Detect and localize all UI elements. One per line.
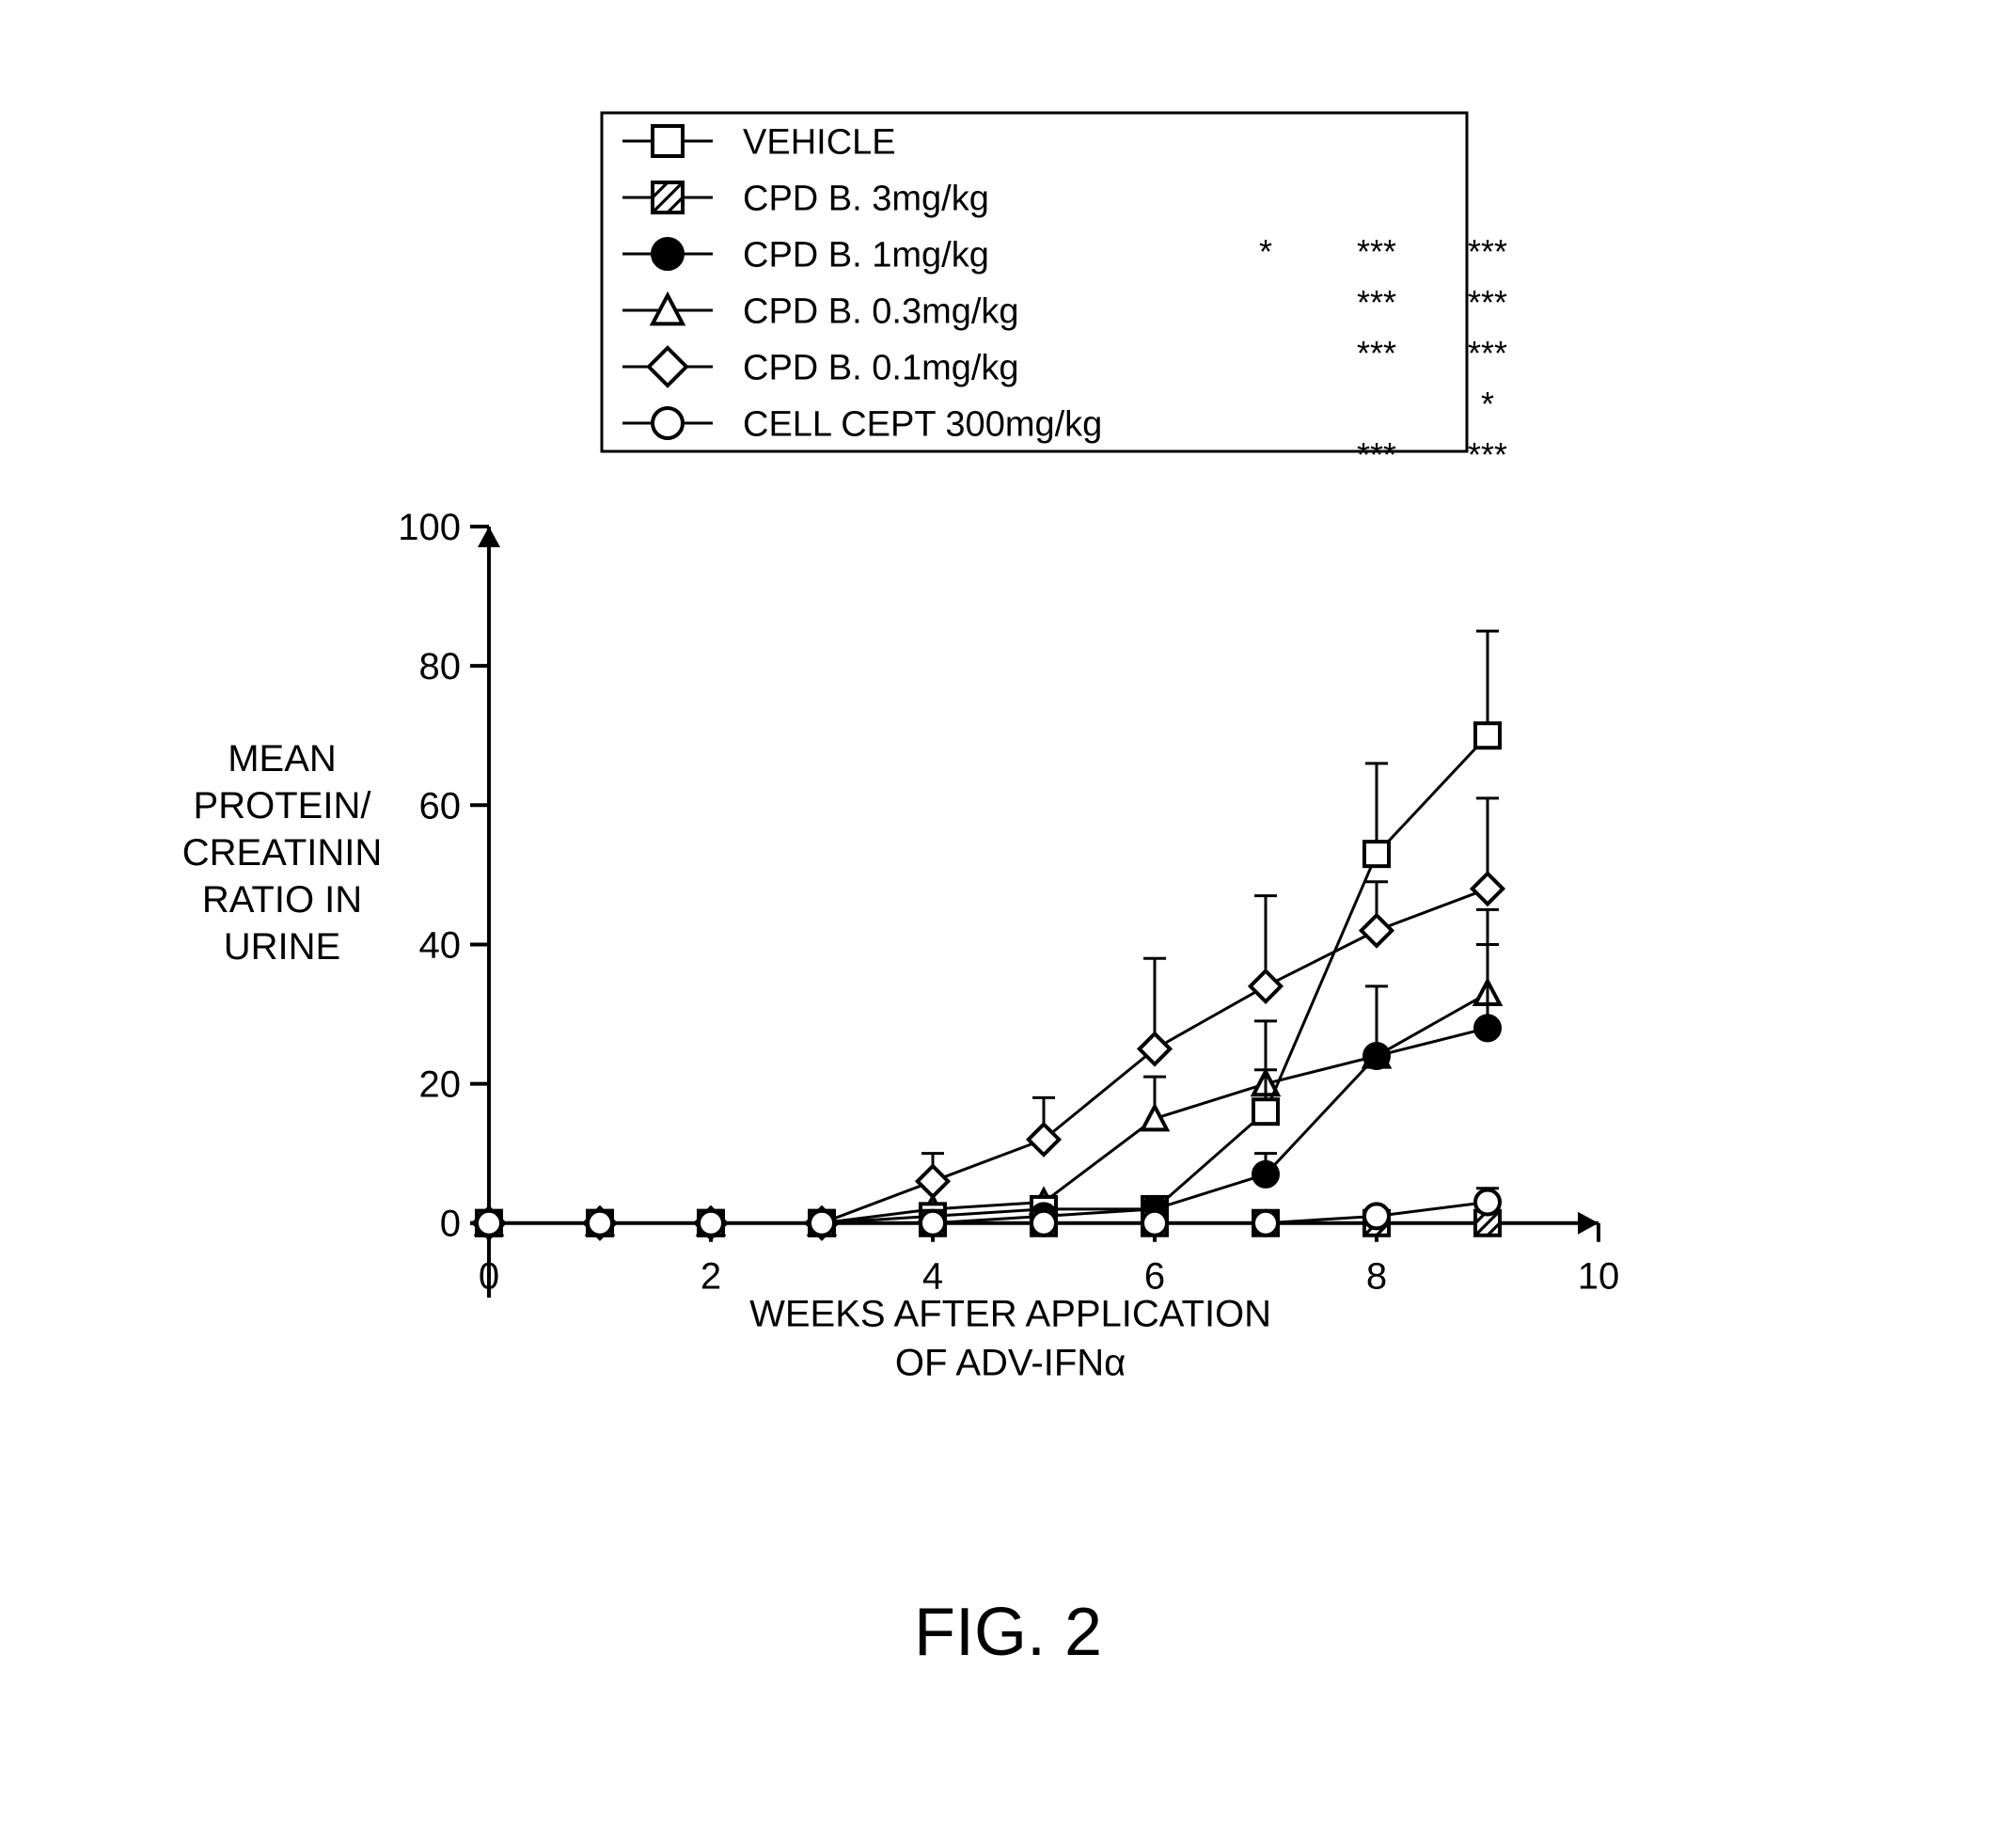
- x-axis-label-line: OF ADV-IFNα: [895, 1343, 1126, 1384]
- y-tick-label: 20: [419, 1064, 462, 1106]
- marker-cellcept: [1032, 1211, 1056, 1236]
- legend-marker-cpd1: [653, 239, 683, 269]
- marker-vehicle: [1253, 1099, 1278, 1124]
- legend-label-cpd3: CPD B. 3mg/kg: [743, 179, 989, 218]
- legend-label-cellcept: CELL CEPT 300mg/kg: [743, 404, 1102, 444]
- legend-box: [602, 113, 1467, 451]
- marker-cellcept: [477, 1211, 501, 1236]
- legend-marker-cpd3: [653, 182, 683, 213]
- marker-cellcept: [921, 1211, 945, 1236]
- marker-cellcept: [1475, 1190, 1500, 1215]
- sig-mark: ***: [1468, 435, 1507, 474]
- x-tick-label: 4: [922, 1256, 943, 1298]
- marker-cellcept: [810, 1211, 834, 1236]
- y-tick-label: 60: [419, 785, 462, 827]
- x-axis-label-line: WEEKS AFTER APPLICATION: [749, 1294, 1271, 1335]
- y-axis-label-line: PROTEIN/: [194, 785, 372, 827]
- sig-mark: ***: [1357, 435, 1396, 474]
- marker-cellcept: [1364, 1204, 1389, 1228]
- legend-label-cpd03: CPD B. 0.3mg/kg: [743, 291, 1019, 331]
- marker-cellcept: [588, 1211, 612, 1236]
- legend: VEHICLE CPD B. 3mg/kg CPD B. 1mg/kg CPD B. …: [602, 113, 1467, 451]
- marker-cellcept: [1253, 1211, 1278, 1236]
- sig-mark: ***: [1468, 283, 1507, 322]
- x-tick-label: 8: [1366, 1256, 1387, 1298]
- marker-cellcept: [699, 1211, 723, 1236]
- sig-mark: *: [1481, 385, 1494, 423]
- marker-vehicle: [1475, 723, 1500, 748]
- chart-svg: VEHICLE CPD B. 3mg/kg CPD B. 1mg/kg CPD B. …: [0, 0, 2016, 1827]
- marker-cellcept: [1142, 1211, 1167, 1236]
- y-axis-label-line: RATIO IN: [202, 879, 362, 921]
- y-tick-label: 40: [419, 924, 462, 966]
- x-tick-label: 10: [1578, 1256, 1620, 1298]
- legend-label-cpd1: CPD B. 1mg/kg: [743, 235, 989, 275]
- x-tick-label: 2: [701, 1256, 721, 1298]
- figure-label: FIG. 2: [914, 1595, 1102, 1670]
- sig-mark: ***: [1357, 334, 1396, 372]
- marker-cpd1: [1253, 1162, 1278, 1187]
- y-tick-label: 80: [419, 646, 462, 687]
- legend-marker-cellcept: [653, 408, 683, 438]
- x-tick-label: 6: [1144, 1256, 1165, 1298]
- sig-mark: ***: [1357, 232, 1396, 271]
- sig-mark: ***: [1468, 334, 1507, 372]
- y-axis-label-line: MEAN: [228, 738, 337, 780]
- sig-mark: ***: [1468, 232, 1507, 271]
- x-tick-label: 0: [479, 1256, 499, 1298]
- marker-cpd1: [1475, 1016, 1500, 1040]
- legend-label-cpd01: CPD B. 0.1mg/kg: [743, 348, 1019, 387]
- legend-marker-vehicle: [653, 126, 683, 156]
- marker-vehicle: [1364, 842, 1389, 866]
- y-tick-label: 100: [398, 507, 461, 548]
- marker-cpd1: [1364, 1044, 1389, 1068]
- y-axis-label-line: CREATININ: [182, 832, 383, 874]
- sig-mark: *: [1259, 232, 1272, 271]
- figure-container: { "figure": { "label": "FIG. 2", "label_…: [0, 0, 2016, 1827]
- sig-mark: ***: [1357, 283, 1396, 322]
- y-axis-label-line: URINE: [224, 926, 340, 968]
- y-tick-label: 0: [440, 1204, 461, 1245]
- legend-label-vehicle: VEHICLE: [743, 122, 896, 162]
